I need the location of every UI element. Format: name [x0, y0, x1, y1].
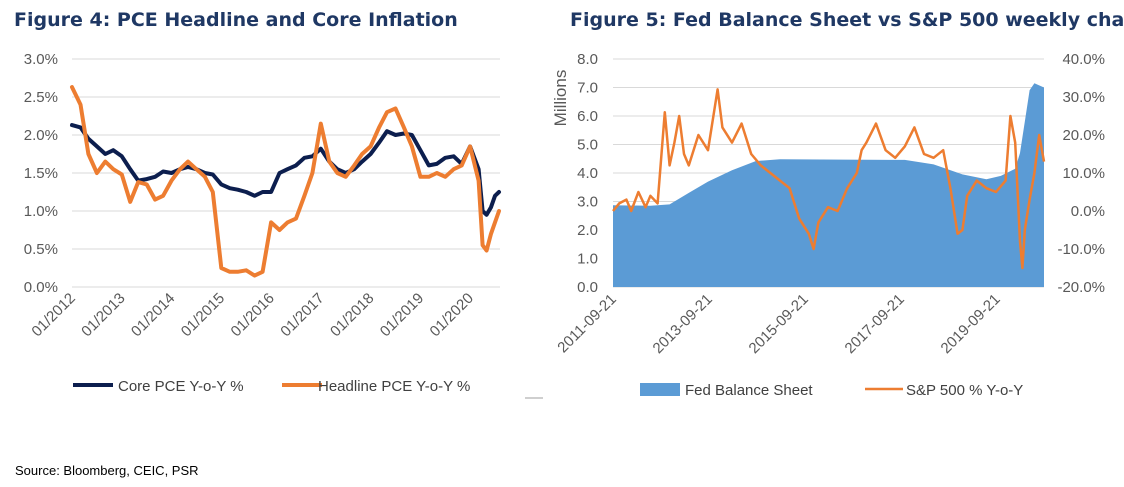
fig5-right-y-tick-label: -10.0%: [1057, 241, 1105, 258]
fig4-x-tick-label: 01/2013: [78, 290, 128, 340]
source-note: Source: Bloomberg, CEIC, PSR: [15, 463, 199, 478]
fig5-left-y-tick-label: 4.0: [577, 165, 598, 182]
fig5-x-tick-label: 2013-09-21: [650, 291, 716, 357]
fig5-right-y-tick-label: 0.0%: [1071, 203, 1105, 220]
fig5-left-y-tick-label: 5.0: [577, 137, 598, 154]
fig5-fed-balance-sheet-area: [613, 83, 1044, 287]
fig5-right-y-tick-label: 40.0%: [1062, 51, 1105, 68]
fig5-left-y-tick-label: 0.0: [577, 279, 598, 296]
fig5-x-tick-label: 2017-09-21: [842, 291, 908, 357]
fig5-left-y-tick-label: 3.0: [577, 194, 598, 211]
fig4-x-tick-label: 01/2014: [128, 290, 178, 340]
fig4-core-pce-line: [70, 123, 501, 217]
fig5-x-tick-label: 2019-09-21: [938, 291, 1004, 357]
fig5-legend-label: S&P 500 % Y-o-Y: [906, 382, 1023, 399]
fig4-legend-label: Headline PCE Y-o-Y %: [318, 378, 470, 395]
fig4-x-tick-label: 01/2015: [178, 290, 228, 340]
fig5-left-y-tick-label: 7.0: [577, 80, 598, 97]
fig4-x-tick-label: 01/2018: [327, 290, 377, 340]
fig5-right-y-tick-label: 20.0%: [1062, 127, 1105, 144]
fig5-right-y-tick-label: 30.0%: [1062, 89, 1105, 106]
fig4-x-tick-label: 01/2017: [277, 290, 327, 340]
figure-5-chart: 0.0 1.0 2.0 3.0 4.0 5.0 6.0 7.0 8.0 -20.0% -10.0% 0…: [525, 51, 1105, 399]
fig5-sp500-line: [612, 88, 1046, 270]
figure-4-chart: 0.0%0.5%1.0%1.5%2.0%2.5%3.0%01/2012 01/20…: [24, 51, 501, 395]
fig4-y-tick-label: 2.0%: [24, 127, 58, 144]
fig4-x-tick-label: 01/2012: [28, 290, 78, 340]
fig5-y-axis-label: Millions: [551, 70, 570, 127]
figure-4-title: Figure 4: PCE Headline and Core Inflatio…: [14, 9, 458, 31]
fig4-y-tick-label: 1.5%: [24, 165, 58, 182]
fig5-legend-label: Fed Balance Sheet: [685, 382, 813, 399]
fig4-y-tick-label: 1.0%: [24, 203, 58, 220]
fig5-left-y-tick-label: 6.0: [577, 108, 598, 125]
fig4-y-tick-label: 3.0%: [24, 51, 58, 68]
fig4-headline-pce-line: [70, 85, 501, 278]
fig5-x-tick-label: 2015-09-21: [746, 291, 812, 357]
fig5-x-tick-label: 2011-09-21: [554, 291, 619, 356]
fig5-left-y-tick-label: 2.0: [577, 222, 598, 239]
figure-5-title: Figure 5: Fed Balance Sheet vs S&P 500 w…: [570, 9, 1124, 31]
fig4-legend-label: Core PCE Y-o-Y %: [118, 378, 244, 395]
fig5-left-y-tick-label: 8.0: [577, 51, 598, 68]
fig5-legend-swatch: [640, 383, 680, 396]
fig4-x-tick-label: 01/2016: [228, 290, 278, 340]
fig4-x-tick-label: 01/2020: [427, 290, 477, 340]
fig5-right-y-tick-label: -20.0%: [1057, 279, 1105, 296]
fig4-y-tick-label: 0.0%: [24, 279, 58, 296]
fig4-x-tick-label: 01/2019: [377, 290, 427, 340]
fig5-right-y-tick-label: 10.0%: [1062, 165, 1105, 182]
fig5-left-y-tick-label: 1.0: [577, 251, 598, 268]
fig4-y-tick-label: 2.5%: [24, 89, 58, 106]
fig4-y-tick-label: 0.5%: [24, 241, 58, 258]
